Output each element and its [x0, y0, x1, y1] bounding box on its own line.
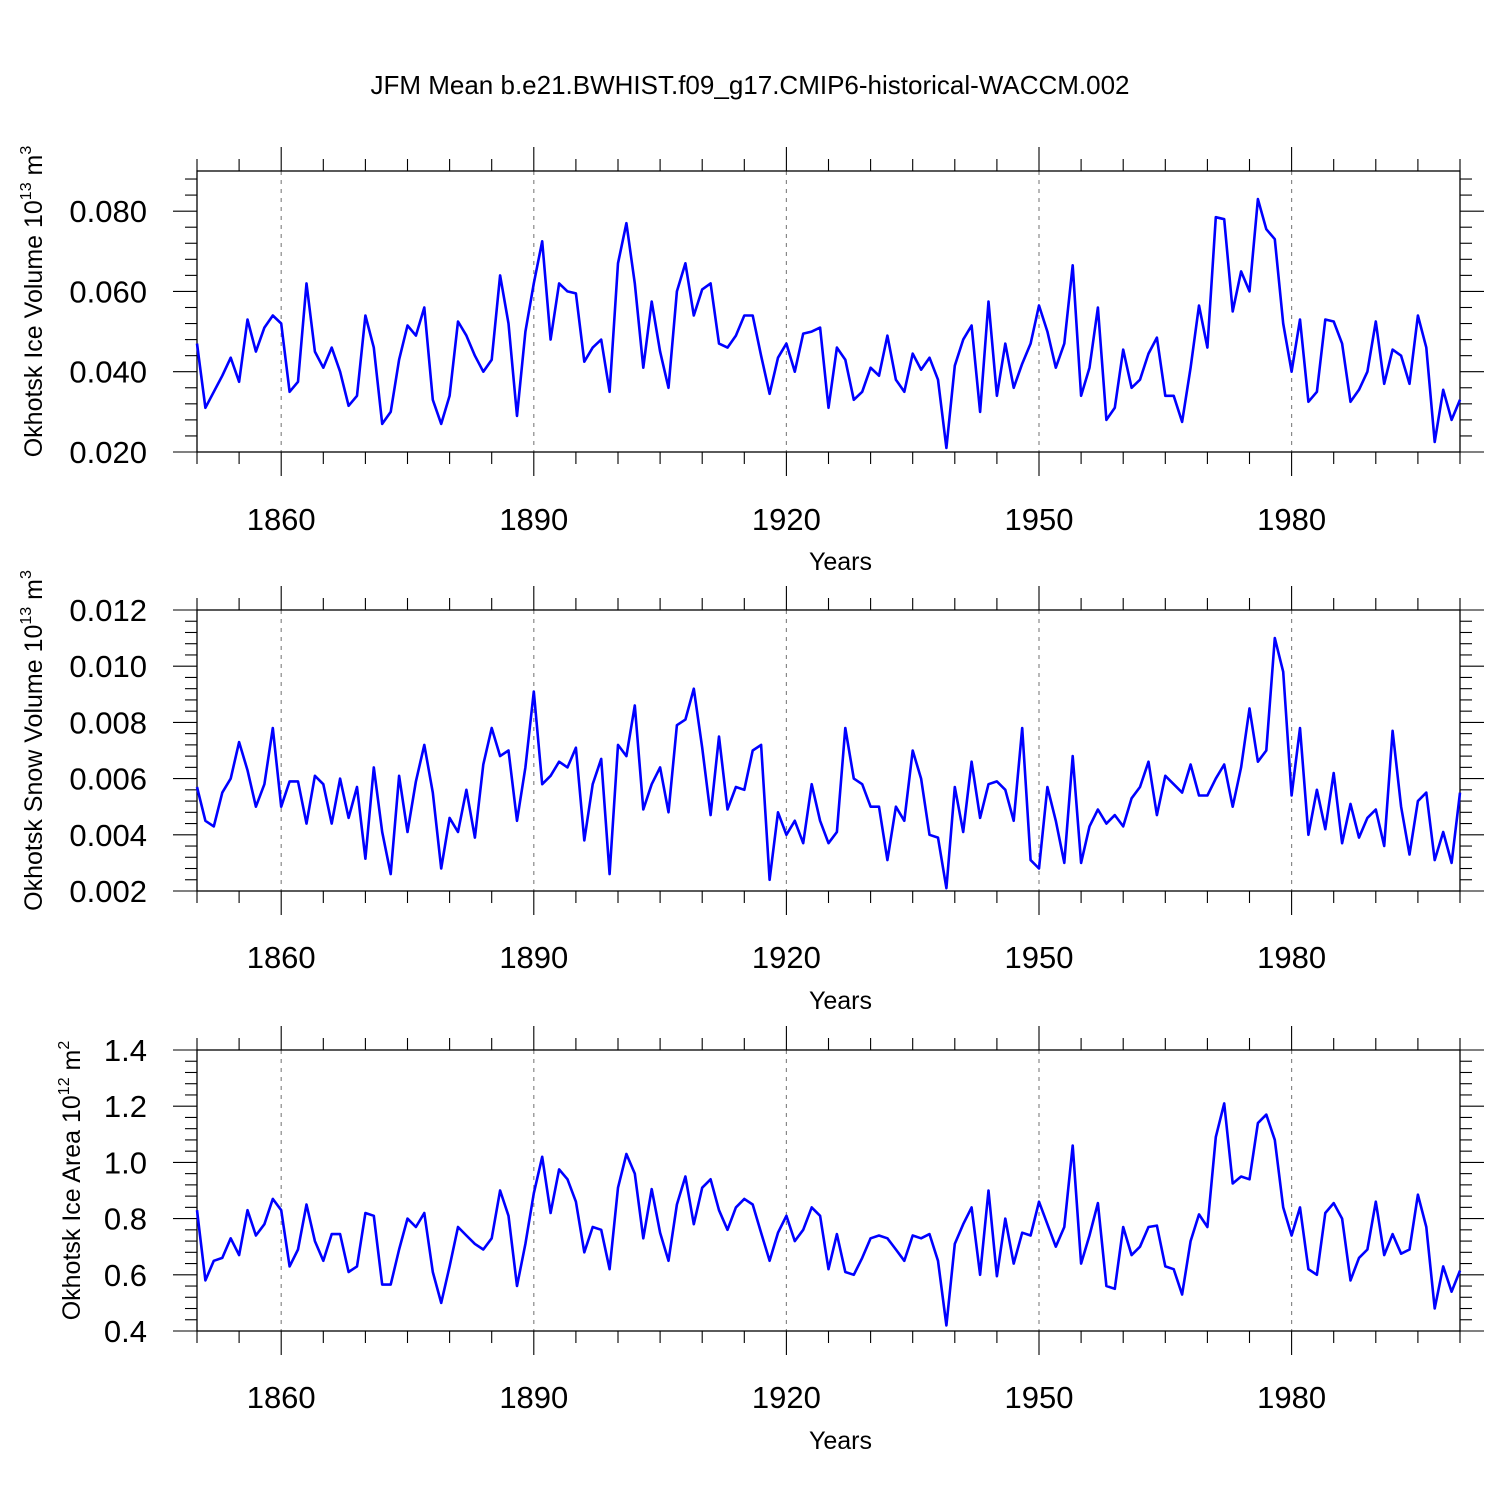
y-tick-label: 0.006: [69, 762, 147, 797]
x-tick-label: 1950: [1005, 1380, 1074, 1415]
series-line-2: [195, 636, 1462, 890]
y-axis-label: Okhotsk Ice Area 1012 m2: [56, 1041, 86, 1321]
plot-frame: [196, 1049, 1461, 1332]
x-tick-label: 1950: [1005, 502, 1074, 537]
x-axis-label: Years: [809, 987, 872, 1015]
y-tick-label: 0.080: [69, 194, 147, 229]
y-tick-label: 0.012: [69, 593, 147, 628]
y-tick-label: 1.4: [104, 1033, 147, 1068]
x-tick-label: 1950: [1005, 940, 1074, 975]
y-tick-label: 0.002: [69, 874, 147, 909]
y-axis-label-unit-exponent: 3: [18, 146, 35, 155]
y-axis-label-exponent: 13: [18, 182, 35, 200]
chart-title: JFM Mean b.e21.BWHIST.f09_g17.CMIP6-hist…: [370, 70, 1129, 100]
panel-1: 1860 1890 1920 1950 1980 0.020 0.040 0.060 0.080…: [18, 146, 1484, 576]
y-tick-label: 0.020: [69, 435, 147, 470]
y-axis-label-unit: m: [20, 579, 48, 607]
panel-3: 1860 1890 1920 1950 1980 0.4 0.6 0.8 1.0 1.2 1.4 Ye…: [56, 1026, 1484, 1455]
y-axis-label-main: Okhotsk Ice Area 10: [58, 1095, 86, 1320]
x-tick-label: 1920: [752, 502, 821, 537]
x-axis-label: Years: [809, 548, 872, 576]
y-tick-label: 0.008: [69, 705, 147, 740]
y-tick-label: 0.010: [69, 649, 147, 684]
y-axis-label-unit: m: [20, 155, 48, 183]
x-tick-label: 1890: [499, 1380, 568, 1415]
panel-2: 1860 1890 1920 1950 1980 0.002 0.004 0.006 0.008…: [18, 570, 1484, 1015]
y-axis-label-exponent: 13: [18, 607, 35, 625]
x-tick-label: 1920: [752, 940, 821, 975]
x-tick-label: 1890: [499, 940, 568, 975]
plot-frame: [196, 170, 1461, 453]
y-tick-label: 0.040: [69, 355, 147, 390]
y-axis-label-main: Okhotsk Ice Volume 10: [20, 200, 48, 457]
x-tick-label: 1860: [247, 502, 316, 537]
y-axis-label-unit-exponent: 2: [56, 1041, 73, 1050]
y-tick-label: 1.0: [104, 1145, 147, 1180]
series-line-3: [195, 1102, 1462, 1327]
y-tick-label: 1.2: [104, 1089, 147, 1124]
y-axis-label-unit-exponent: 3: [18, 570, 35, 579]
x-tick-label: 1860: [247, 940, 316, 975]
x-axis-label: Years: [809, 1427, 872, 1455]
y-axis-label-main: Okhotsk Snow Volume 10: [20, 625, 48, 911]
y-axis-label-unit: m: [58, 1050, 86, 1078]
y-tick-label: 0.060: [69, 274, 147, 309]
y-axis-label-exponent: 12: [56, 1077, 73, 1095]
y-axis-label: Okhotsk Snow Volume 1013 m3: [18, 570, 48, 911]
y-tick-label: 0.4: [104, 1314, 147, 1349]
x-tick-label: 1980: [1257, 502, 1326, 537]
y-tick-label: 0.6: [104, 1258, 147, 1293]
x-tick-label: 1980: [1257, 1380, 1326, 1415]
x-tick-label: 1980: [1257, 940, 1326, 975]
y-tick-label: 0.004: [69, 818, 147, 853]
y-axis-label: Okhotsk Ice Volume 1013 m3: [18, 146, 48, 458]
x-tick-label: 1860: [247, 1380, 316, 1415]
x-tick-label: 1920: [752, 1380, 821, 1415]
y-tick-label: 0.8: [104, 1202, 147, 1237]
x-tick-label: 1890: [499, 502, 568, 537]
series-line-1: [195, 197, 1462, 450]
